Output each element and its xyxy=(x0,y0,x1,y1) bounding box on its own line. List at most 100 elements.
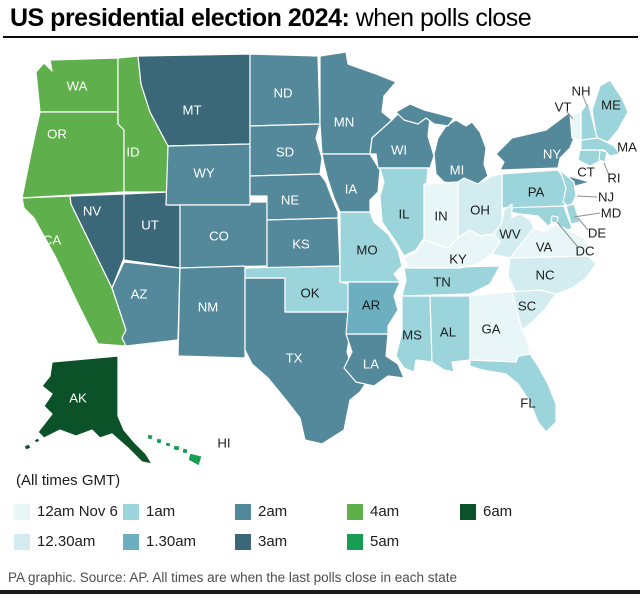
legend-swatch-5am xyxy=(347,533,363,550)
state-label-TX: TX xyxy=(286,351,303,366)
state-label-AK: AK xyxy=(69,391,87,406)
legend-item: 12am Nov 6 xyxy=(14,503,118,520)
legend-item: 1.30am xyxy=(123,533,196,550)
state-label-IL: IL xyxy=(399,207,410,222)
title-divider xyxy=(3,36,638,38)
legend-label: 5am xyxy=(370,533,400,550)
leader-line-DC xyxy=(556,221,578,247)
state-label-NE: NE xyxy=(281,193,300,208)
legend-item: 2am xyxy=(235,503,287,520)
legend-label: 6am xyxy=(483,503,513,520)
state-HI-part4 xyxy=(181,447,189,455)
state-label-NV: NV xyxy=(83,204,102,219)
state-label-OH: OH xyxy=(470,203,490,218)
legend-swatch-4am xyxy=(347,503,363,520)
state-label-MN: MN xyxy=(334,115,355,130)
legend-item: 12.30am xyxy=(14,533,118,550)
legend-column-4: 4am 5am xyxy=(347,503,399,563)
us-poll-close-map: WA OR ID CA MT NV UT WY CO AZ NM ND SD NE KS TX MN IA WI MI… xyxy=(21,51,637,467)
state-OR xyxy=(21,111,125,199)
state-IL xyxy=(379,167,429,257)
legend-column-2: 1am 1.30am xyxy=(123,503,196,563)
state-label-SC: SC xyxy=(518,299,537,314)
state-label-NH: NH xyxy=(571,84,590,99)
legend: 12am Nov 6 12.30am 1am 1.30am 2am 3am 4am 5am 6a… xyxy=(0,503,640,563)
state-label-CA: CA xyxy=(43,233,62,248)
state-NV xyxy=(69,193,125,289)
legend-label: 1am xyxy=(146,503,176,520)
state-label-OK: OK xyxy=(300,286,319,301)
legend-label: 3am xyxy=(258,533,288,550)
state-label-ND: ND xyxy=(273,86,292,101)
state-label-MD: MD xyxy=(601,206,622,221)
state-label-NJ: NJ xyxy=(598,190,614,205)
state-label-KS: KS xyxy=(292,237,310,252)
legend-swatch-12.30am xyxy=(14,533,30,550)
state-label-MI: MI xyxy=(450,163,465,178)
state-label-MA: MA xyxy=(617,140,637,155)
state-VA xyxy=(509,223,591,259)
leader-line-NJ xyxy=(576,195,598,198)
gmt-note: (All times GMT) xyxy=(16,472,121,489)
state-label-CO: CO xyxy=(209,229,229,244)
state-label-MS: MS xyxy=(402,328,422,343)
state-VT xyxy=(569,111,582,141)
source-note: PA graphic. Source: AP. All times are wh… xyxy=(8,570,458,585)
state-label-NM: NM xyxy=(198,300,219,315)
page-title-regular: when polls close xyxy=(349,4,532,32)
bottom-divider xyxy=(0,590,640,594)
legend-swatch-2am xyxy=(235,503,251,520)
state-label-PA: PA xyxy=(528,185,545,200)
legend-column-5: 6am xyxy=(460,503,512,533)
state-GA xyxy=(469,291,531,363)
state-label-NY: NY xyxy=(543,147,562,162)
legend-label: 2am xyxy=(258,503,288,520)
leader-line-MD xyxy=(573,212,601,218)
legend-label: 4am xyxy=(370,503,400,520)
state-label-FL: FL xyxy=(520,396,535,411)
legend-label: 1.30am xyxy=(146,533,197,550)
state-HI-part5 xyxy=(187,452,203,467)
state-NC xyxy=(507,255,597,295)
state-label-AZ: AZ xyxy=(131,287,148,302)
state-AK-part2 xyxy=(33,437,41,444)
state-KY xyxy=(403,229,501,269)
state-label-HI: HI xyxy=(217,436,230,451)
state-label-TN: TN xyxy=(433,275,451,290)
legend-label: 12am Nov 6 xyxy=(37,503,118,520)
state-label-WV: WV xyxy=(499,227,520,242)
legend-column-1: 12am Nov 6 12.30am xyxy=(14,503,118,563)
state-label-OR: OR xyxy=(47,127,67,142)
state-DC xyxy=(550,215,559,224)
page-title-bold: US presidential election 2024: xyxy=(10,4,350,32)
state-label-IN: IN xyxy=(434,209,447,224)
legend-swatch-1am xyxy=(123,503,139,520)
state-AK xyxy=(37,355,153,465)
leader-line-VT xyxy=(566,111,574,120)
legend-item: 1am xyxy=(123,503,196,520)
state-AR xyxy=(345,281,401,335)
legend-swatch-3am xyxy=(235,533,251,550)
legend-item: 6am xyxy=(460,503,512,520)
state-label-AR: AR xyxy=(362,298,380,313)
leader-line-DE xyxy=(577,217,589,231)
legend-item: 4am xyxy=(347,503,399,520)
state-HI-part2 xyxy=(164,441,172,448)
legend-swatch-6am xyxy=(460,503,476,520)
state-label-DC: DC xyxy=(575,244,595,259)
state-LA xyxy=(343,333,405,387)
legend-item: 3am xyxy=(235,533,287,550)
state-HI-part3 xyxy=(172,444,181,452)
state-label-CT: CT xyxy=(577,165,595,180)
leader-line-RI xyxy=(603,162,610,176)
state-label-WY: WY xyxy=(193,166,214,181)
state-label-RI: RI xyxy=(607,171,620,186)
legend-item: 5am xyxy=(347,533,399,550)
state-label-WA: WA xyxy=(67,79,88,94)
legend-column-3: 2am 3am xyxy=(235,503,287,563)
state-label-VA: VA xyxy=(536,240,553,255)
state-AK-part1 xyxy=(23,443,32,451)
state-label-ME: ME xyxy=(601,98,621,113)
state-NM xyxy=(177,265,246,359)
state-FL xyxy=(469,353,557,433)
